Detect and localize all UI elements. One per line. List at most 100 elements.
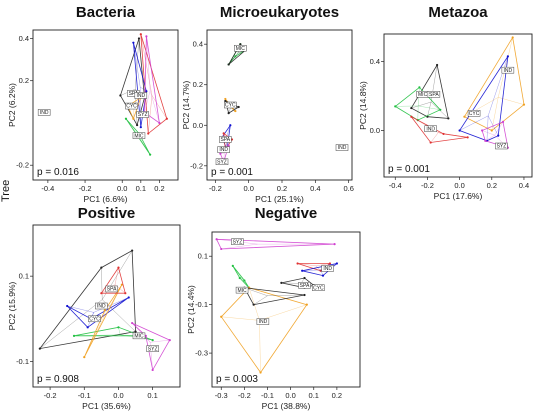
y-tick-label: 0.0 xyxy=(370,126,380,135)
y-tick-label: 0.1 xyxy=(198,252,208,261)
group-label-box xyxy=(298,282,311,289)
panel-title: Bacteria xyxy=(76,4,136,21)
spider-line xyxy=(151,95,167,119)
hull-ind xyxy=(133,42,147,128)
group-label-text: SPA xyxy=(429,92,439,98)
x-tick-label: 0.0 xyxy=(113,391,123,400)
y-tick-label: -0.2 xyxy=(190,161,203,170)
x-tick-label: 0.1 xyxy=(136,184,146,193)
spider-line xyxy=(145,335,151,343)
x-tick-label: 0.1 xyxy=(147,391,157,400)
x-tick-label: 0.4 xyxy=(519,181,529,190)
group-label-box xyxy=(125,102,138,110)
group-label-mic: MIC xyxy=(132,132,146,139)
x-axis-label: PC1 (25.1%) xyxy=(255,194,304,204)
group-label-text: SPA xyxy=(129,91,139,97)
spider-line xyxy=(459,115,489,131)
spider-line xyxy=(494,121,504,136)
x-tick-label: 0.0 xyxy=(243,184,253,193)
spider-line xyxy=(281,282,302,284)
x-tick-label: 0.0 xyxy=(117,184,127,193)
x-tick-label: -0.4 xyxy=(389,181,402,190)
group-label-box xyxy=(235,286,249,294)
x-tick-label: 0.0 xyxy=(454,181,464,190)
spider-line xyxy=(146,36,151,91)
group-label-text: CYC xyxy=(225,103,236,109)
group-label-text: SYZ xyxy=(233,239,243,245)
y-tick-label: 0.0 xyxy=(193,121,203,130)
hull-spa xyxy=(243,287,305,306)
x-tick-label: -0.2 xyxy=(209,184,222,193)
group-label-ind: IND xyxy=(321,265,334,272)
spider-line xyxy=(418,105,441,110)
spider-line xyxy=(101,267,103,300)
group-label-box xyxy=(256,318,270,325)
point-syz xyxy=(219,152,222,155)
group-label-text: MIC xyxy=(134,133,144,139)
group-label-text: SPA xyxy=(300,283,310,289)
group-label-text: IND xyxy=(137,93,146,99)
hull-extra xyxy=(100,266,126,294)
spider-line xyxy=(149,90,160,124)
panel-microeukaryotes: Microeukaryotes MIC CYC SPA IND SYZ IND -0.2 0.0… xyxy=(181,4,354,204)
spider-line xyxy=(150,339,170,343)
group-label-box xyxy=(219,136,232,143)
group-label-cyc: CYC xyxy=(312,284,325,291)
group-label-ind: IND xyxy=(217,146,230,153)
group-label-box xyxy=(146,345,159,352)
group-label-syz: SYZ xyxy=(215,158,229,166)
spider-line xyxy=(221,243,258,250)
spider-line xyxy=(102,299,136,332)
group-label-box xyxy=(136,111,149,118)
group-label-text: SYZ xyxy=(148,346,158,352)
group-label-box xyxy=(105,285,118,293)
spider-line xyxy=(267,294,305,296)
y-tick-label: 0.4 xyxy=(193,40,203,49)
tree-side-label: Tree xyxy=(0,180,12,202)
y-tick-label: 0.1 xyxy=(19,272,29,281)
spider-line xyxy=(485,135,495,141)
hull-syz xyxy=(215,238,335,250)
group-label-box xyxy=(215,158,229,166)
group-label-box xyxy=(495,142,508,150)
group-label-cyc: CYC xyxy=(125,102,138,110)
group-label-box xyxy=(95,302,108,310)
spider-line xyxy=(427,102,432,117)
group-label-box xyxy=(134,92,148,99)
spider-line xyxy=(103,310,105,318)
group-label-ind: IND xyxy=(335,144,349,151)
group-label-ind: IND xyxy=(501,66,515,74)
group-label-text: IND xyxy=(40,110,49,116)
x-tick-label: 0.1 xyxy=(309,391,319,400)
group-label-text: CYC xyxy=(313,285,324,291)
plot-frame xyxy=(32,29,179,181)
group-label-text: IND xyxy=(219,147,228,153)
group-label-syz: SYZ xyxy=(146,345,159,352)
spider-line xyxy=(438,132,468,138)
group-label-text: CYC xyxy=(126,104,137,110)
group-label-cyc: CYC xyxy=(224,101,237,109)
group-label-spa: SPA xyxy=(219,136,232,143)
group-label-box xyxy=(37,109,51,116)
x-axis-label: PC1 (35.6%) xyxy=(82,401,131,411)
group-label-text: IND xyxy=(426,126,435,132)
x-tick-label: -0.4 xyxy=(41,184,54,193)
spider-line xyxy=(482,130,495,136)
spider-line xyxy=(259,304,307,321)
spider-line xyxy=(297,263,317,267)
spider-line xyxy=(259,320,261,373)
group-label-text: SYZ xyxy=(217,159,227,165)
group-label-cyc: CYC xyxy=(467,110,481,117)
group-label-text: CYC xyxy=(89,316,100,322)
group-label-mic: MIC xyxy=(234,44,247,52)
p-value: p = 0.003 xyxy=(216,374,258,385)
spider-line xyxy=(114,267,119,285)
group-label-text: SYZ xyxy=(497,144,507,150)
group-label-syz: SYZ xyxy=(231,238,244,245)
group-label-cyc: CYC xyxy=(88,315,101,322)
group-label-syz: SYZ xyxy=(495,142,508,150)
y-axis-label: PC2 (15.9%) xyxy=(7,282,17,331)
p-value: p = 0.908 xyxy=(37,374,79,385)
group-label-box xyxy=(312,284,325,291)
